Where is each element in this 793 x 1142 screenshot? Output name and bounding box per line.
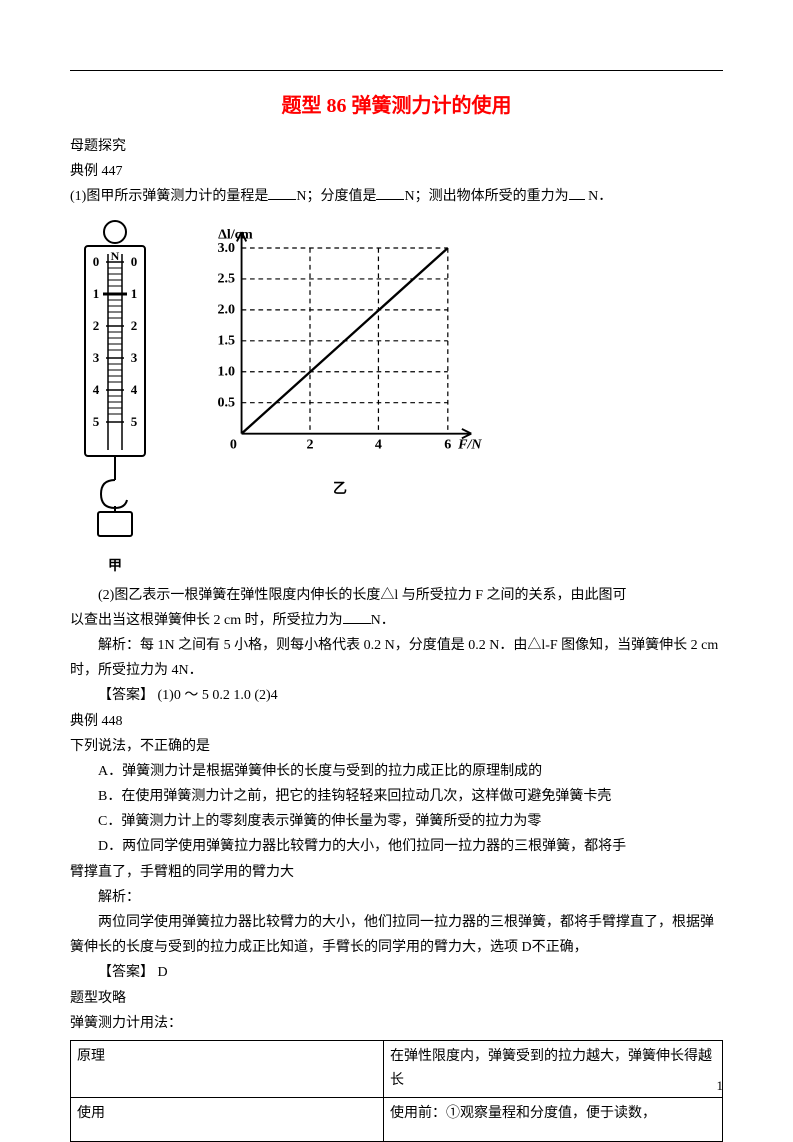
svg-text:2: 2: [93, 318, 100, 333]
question-448-stem: 下列说法，不正确的是: [70, 734, 723, 759]
analysis-1: 解析：每 1N 之间有 5 小格，则每小格代表 0.2 N，分度值是 0.2 N…: [70, 633, 723, 683]
page: 题型 86 弹簧测力计的使用 母题探究 典例 447 (1)图甲所示弹簧测力计的…: [0, 0, 793, 1122]
section-strategy: 题型攻略: [70, 986, 723, 1011]
svg-text:0: 0: [230, 436, 237, 452]
answer-2: 【答案】 D: [70, 960, 723, 985]
usage-table: 原理 在弹性限度内，弹簧受到的拉力越大，弹簧伸长得越长 使用 使用前：①观察量程…: [70, 1040, 723, 1142]
section-heading: 母题探究: [70, 134, 723, 159]
figure-label-yi: 乙: [190, 478, 490, 498]
analysis-label: 解析：: [70, 885, 723, 910]
blank-input: [343, 623, 371, 624]
blank-input: [268, 199, 296, 200]
table-cell: 使用前：①观察量程和分度值，便于读数，: [383, 1097, 722, 1141]
table-cell: 原理: [71, 1040, 384, 1097]
svg-text:0.5: 0.5: [217, 394, 235, 410]
example-number: 典例 447: [70, 159, 723, 184]
svg-text:5: 5: [131, 414, 138, 429]
svg-text:4: 4: [93, 382, 100, 397]
table-cell: 使用: [71, 1097, 384, 1141]
svg-text:1.0: 1.0: [217, 363, 235, 379]
svg-text:2.5: 2.5: [217, 270, 235, 286]
svg-text:2: 2: [306, 436, 313, 452]
table-cell: 在弹性限度内，弹簧受到的拉力越大，弹簧伸长得越长: [383, 1040, 722, 1097]
option-c: C．弹簧测力计上的零刻度表示弹簧的伸长量为零，弹簧所受的拉力为零: [70, 809, 723, 834]
svg-text:0: 0: [93, 254, 100, 269]
svg-text:3: 3: [93, 350, 100, 365]
svg-text:3: 3: [131, 350, 138, 365]
scale-unit-n: N: [111, 249, 120, 263]
svg-text:4: 4: [131, 382, 138, 397]
spring-dynamometer-svg: N 0 0 1 1 2 2 3 3 4 4 5 5: [70, 218, 160, 548]
svg-text:1: 1: [131, 286, 138, 301]
graph-svg: Δl/cm F/N 0 2 4 6 0.5 1.0 1.5 2.0 2.5 3.…: [190, 218, 490, 471]
answer-1: 【答案】 (1)0 ～ 5 0.2 1.0 (2)4: [70, 683, 723, 708]
option-d-line1: D．两位同学使用弹簧拉力器比较臂力的大小，他们拉同一拉力器的三根弹簧，都将手: [70, 834, 723, 859]
example-number-448: 典例 448: [70, 709, 723, 734]
top-rule: [70, 70, 723, 71]
table-row: 原理 在弹性限度内，弹簧受到的拉力越大，弹簧伸长得越长: [71, 1040, 723, 1097]
blank-input: [376, 199, 404, 200]
q1-m2: N；测出物体所受的重力为: [404, 189, 568, 204]
page-title: 题型 86 弹簧测力计的使用: [70, 89, 723, 118]
q2-pre: 以查出当这根弹簧伸长 2 cm 时，所受拉力为: [70, 613, 343, 628]
q1-m1: N；分度值是: [296, 189, 376, 204]
strategy-intro: 弹簧测力计用法：: [70, 1011, 723, 1036]
svg-text:4: 4: [375, 436, 382, 452]
option-b: B．在使用弹簧测力计之前，把它的挂钩轻轻来回拉动几次，这样做可避免弹簧卡壳: [70, 784, 723, 809]
figure-row: N 0 0 1 1 2 2 3 3 4 4 5 5: [70, 218, 723, 575]
question-2-line2: 以查出当这根弹簧伸长 2 cm 时，所受拉力为 N．: [70, 608, 723, 633]
page-number: 1: [717, 1078, 724, 1094]
analysis-2: 两位同学使用弹簧拉力器比较臂力的大小，他们拉同一拉力器的三根弹簧，都将手臂撑直了…: [70, 910, 723, 960]
question-2-line1: (2)图乙表示一根弹簧在弹性限度内伸长的长度△l 与所受拉力 F 之间的关系，由…: [70, 583, 723, 608]
table-row: 使用 使用前：①观察量程和分度值，便于读数，: [71, 1097, 723, 1141]
svg-text:2.0: 2.0: [217, 301, 235, 317]
x-axis-label: F/N: [457, 436, 482, 452]
figure-graph: Δl/cm F/N 0 2 4 6 0.5 1.0 1.5 2.0 2.5 3.…: [190, 218, 490, 498]
svg-text:6: 6: [444, 436, 451, 452]
figure-spring: N 0 0 1 1 2 2 3 3 4 4 5 5: [70, 218, 160, 575]
svg-text:1.5: 1.5: [217, 332, 235, 348]
svg-text:3.0: 3.0: [217, 239, 235, 255]
q1-end: N．: [585, 189, 613, 204]
svg-text:2: 2: [131, 318, 138, 333]
svg-text:0: 0: [131, 254, 138, 269]
svg-text:5: 5: [93, 414, 100, 429]
svg-text:1: 1: [93, 286, 100, 301]
blank-input: [569, 199, 585, 200]
question-1: (1)图甲所示弹簧测力计的量程是 N；分度值是 N；测出物体所受的重力为 N．: [70, 184, 723, 209]
figure-label-jia: 甲: [70, 555, 160, 575]
option-a: A．弹簧测力计是根据弹簧伸长的长度与受到的拉力成正比的原理制成的: [70, 759, 723, 784]
option-d-line2: 臂撑直了，手臂粗的同学用的臂力大: [70, 860, 723, 885]
q2-end: N．: [371, 613, 395, 628]
q1-pre: (1)图甲所示弹簧测力计的量程是: [70, 189, 268, 204]
